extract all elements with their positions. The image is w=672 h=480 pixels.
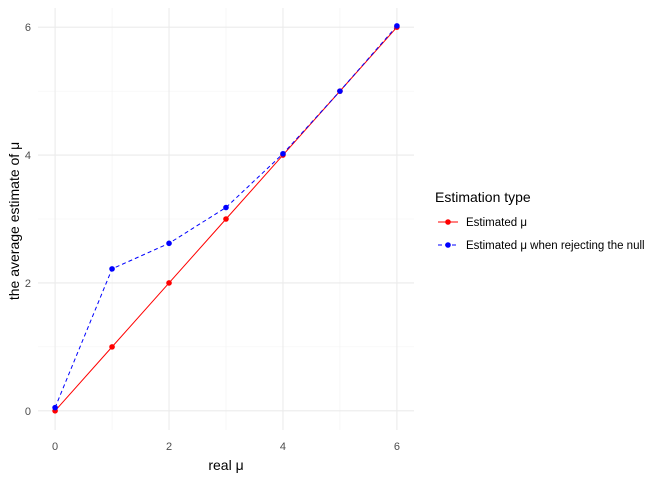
x-tick-label: 4	[280, 441, 286, 453]
x-tick-label: 2	[166, 441, 172, 453]
legend-key-point	[445, 219, 451, 225]
x-axis-title: real μ	[208, 457, 243, 473]
series-2-point	[394, 23, 400, 29]
series-2-point	[280, 150, 286, 157]
y-tick-label: 2	[25, 278, 31, 290]
legend-label: Estimated μ when rejecting the null	[466, 240, 645, 252]
legend-label: Estimated μ	[466, 217, 527, 229]
series-2-point	[166, 240, 172, 247]
series-2-point	[223, 204, 229, 211]
legend-key-point	[445, 242, 451, 248]
legend-items: Estimated μ Estimated μ when rejecting th…	[438, 217, 645, 252]
y-tick-label: 0	[25, 406, 31, 418]
legend: Estimation type Estimated μ Estimated μ w…	[435, 189, 645, 252]
series-1-point	[166, 280, 172, 286]
y-axis-tick-labels: 0 2 4 6	[25, 22, 31, 418]
series-2-point	[52, 404, 58, 411]
x-axis-tick-labels: 0 2 4 6	[52, 441, 400, 453]
series-2-point	[109, 266, 115, 272]
series-1-point	[109, 344, 115, 350]
x-tick-label: 6	[394, 441, 400, 453]
major-gridlines	[38, 8, 414, 430]
legend-title: Estimation type	[435, 189, 531, 205]
y-axis-title: the average estimate of μ	[6, 142, 22, 300]
y-tick-label: 4	[25, 150, 31, 162]
series-layer	[52, 23, 400, 414]
x-tick-label: 0	[52, 441, 58, 453]
series-1-point	[223, 216, 229, 222]
y-tick-label: 6	[25, 22, 31, 34]
series-2-point	[337, 88, 343, 94]
